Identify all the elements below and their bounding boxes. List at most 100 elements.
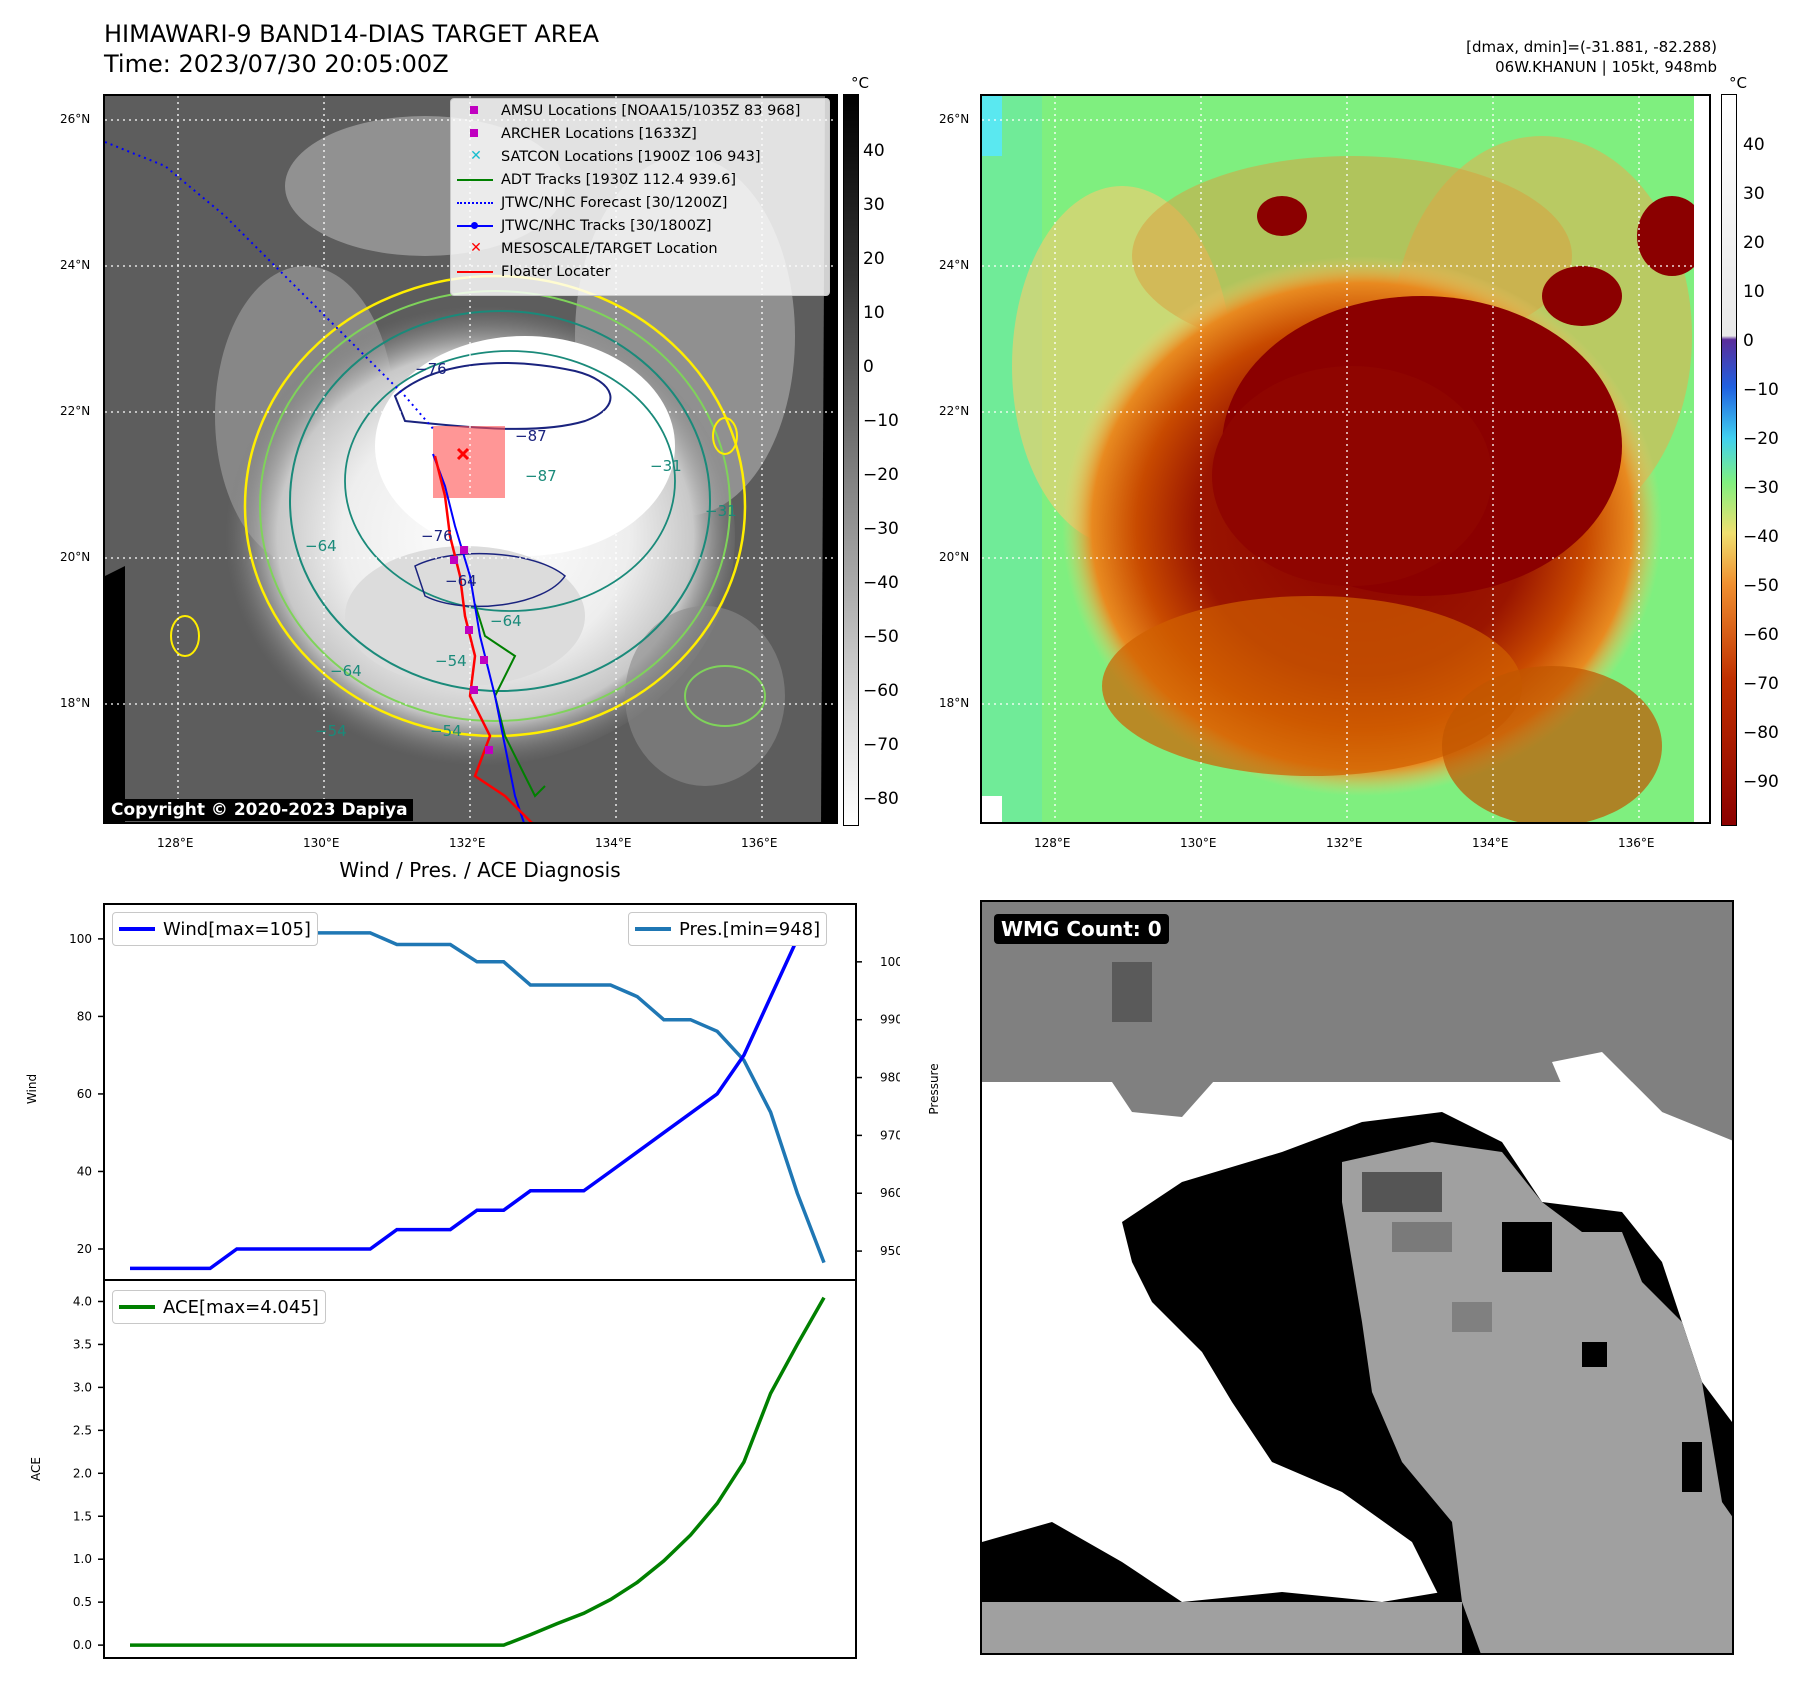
wind-axis-label: Wind — [25, 1073, 39, 1105]
contour-label: −64 — [305, 537, 337, 555]
colorbar-tick: 0 — [1743, 331, 1754, 351]
dmax-dmin-label: [dmax, dmin]=(-31.881, -82.288) — [1466, 38, 1717, 56]
wmg-count-label: WMG Count: 0 — [994, 914, 1169, 944]
steelblue-line-icon — [635, 927, 671, 931]
cyan-x-icon: ✕ — [470, 148, 482, 164]
tick-label: 960 — [880, 1186, 900, 1200]
contour-label: −64 — [445, 572, 477, 590]
legend-item-archer: ARCHER Locations [1633Z] — [451, 122, 829, 145]
lon-label: 134°E — [595, 836, 632, 850]
colorbar-tick: −80 — [1743, 723, 1779, 743]
lon-label: 132°E — [449, 836, 486, 850]
legend-item-forecast: JTWC/NHC Forecast [30/1200Z] — [451, 191, 829, 214]
legend-label: Floater Locater — [501, 263, 611, 280]
legend-label: JTWC/NHC Tracks [30/1800Z] — [501, 217, 712, 234]
lon-label: 128°E — [1034, 836, 1071, 850]
legend-label: AMSU Locations [NOAA15/1035Z 83 968] — [501, 102, 801, 119]
colorbar-tick: −40 — [1743, 527, 1779, 547]
green-line-icon — [119, 1305, 155, 1309]
tick-label: 980 — [880, 1071, 900, 1085]
colorbar-tick: 0 — [863, 357, 874, 377]
ir-color-image — [982, 96, 1709, 822]
contour-label: −64 — [490, 612, 522, 630]
storm-info-label: 06W.KHANUN | 105kt, 948mb — [1495, 58, 1717, 76]
green-line-icon — [451, 168, 501, 191]
tick-label: 0.0 — [73, 1638, 92, 1652]
ace-legend: ACE[max=4.045] — [112, 1290, 326, 1324]
tick-label: 990 — [880, 1013, 900, 1027]
lon-label: 130°E — [1180, 836, 1217, 850]
tick-label: 4.0 — [73, 1294, 92, 1308]
colorbar-tick: 30 — [863, 195, 885, 215]
lat-label: 18°N — [60, 696, 91, 710]
colorbar-tick: −20 — [863, 465, 899, 485]
contour-label: −54 — [315, 722, 347, 740]
blue-dotted-line-icon — [451, 191, 501, 214]
colorbar-tick: −90 — [1743, 772, 1779, 792]
lon-label: 132°E — [1326, 836, 1363, 850]
blue-line-dot-icon — [451, 214, 501, 237]
tick-label: 3.0 — [73, 1380, 92, 1394]
blue-line-icon — [119, 927, 155, 931]
legend-label: MESOSCALE/TARGET Location — [501, 240, 718, 257]
colorbar-tick: 40 — [863, 141, 885, 161]
legend-label: JTWC/NHC Forecast [30/1200Z] — [501, 194, 728, 211]
legend-label: SATCON Locations [1900Z 106 943] — [501, 148, 761, 165]
figure-title-line1: HIMAWARI-9 BAND14-DIAS TARGET AREA — [104, 20, 600, 48]
lon-label: 136°E — [1618, 836, 1655, 850]
figure-title-line2: Time: 2023/07/30 20:05:00Z — [104, 50, 449, 78]
tick-label: 1.5 — [73, 1509, 92, 1523]
ace-legend-label: ACE[max=4.045] — [163, 1296, 319, 1318]
series-line — [130, 918, 826, 1271]
legend-label: ARCHER Locations [1633Z] — [501, 125, 697, 142]
lat-label: 22°N — [60, 404, 91, 418]
wind-legend-label: Wind[max=105] — [163, 918, 311, 940]
colorbar-tick: 20 — [1743, 233, 1765, 253]
lon-label: 134°E — [1472, 836, 1509, 850]
lat-label: 24°N — [60, 258, 91, 272]
lon-label: 130°E — [303, 836, 340, 850]
color-colorbar — [1721, 94, 1737, 826]
pressure-legend: Pres.[min=948] — [628, 912, 828, 946]
colorbar-tick: 20 — [863, 249, 885, 269]
gray-colorbar-ticks: 40 30 20 10 0 −10 −20 −30 −40 −50 −60 −7… — [863, 94, 923, 824]
ace-axis-label: ACE — [29, 1457, 43, 1481]
tick-label: 2.0 — [73, 1466, 92, 1480]
magenta-square-icon — [451, 122, 501, 145]
diagnosis-title: Wind / Pres. / ACE Diagnosis — [339, 858, 621, 882]
tick-label: 80 — [77, 1009, 92, 1023]
colorbar-unit: °C — [851, 74, 869, 92]
magenta-square-icon — [451, 99, 501, 122]
contour-label: −31 — [705, 502, 737, 520]
wind-legend: Wind[max=105] — [112, 912, 318, 946]
pres-legend-label: Pres.[min=948] — [679, 918, 821, 940]
tick-label: 970 — [880, 1128, 900, 1142]
tick-label: 2.5 — [73, 1423, 92, 1437]
contour-label: −54 — [430, 722, 462, 740]
colorbar-tick: −70 — [1743, 674, 1779, 694]
tick-label: 100 — [69, 932, 92, 946]
colorbar-tick: −40 — [863, 573, 899, 593]
tick-label: 1.0 — [73, 1552, 92, 1566]
contour-label: −54 — [435, 652, 467, 670]
colorbar-tick: −30 — [863, 519, 899, 539]
legend-item-amsu: AMSU Locations [NOAA15/1035Z 83 968] — [451, 99, 829, 122]
colorbar-tick: 10 — [863, 303, 885, 323]
colorbar-tick: −10 — [863, 411, 899, 431]
colorbar-tick: 10 — [1743, 282, 1765, 302]
lat-label: 24°N — [939, 258, 970, 272]
colorbar-tick: −10 — [1743, 380, 1779, 400]
lat-label: 20°N — [939, 550, 970, 564]
legend-item-floater: Floater Locater — [451, 260, 829, 283]
lat-label: 20°N — [60, 550, 91, 564]
lat-label: 22°N — [939, 404, 970, 418]
contour-label: −76 — [421, 527, 453, 545]
lat-label: 18°N — [939, 696, 970, 710]
colorbar-unit-right: °C — [1729, 74, 1747, 92]
colorbar-tick: −70 — [863, 735, 899, 755]
tick-label: 20 — [77, 1242, 92, 1256]
red-line-icon — [451, 260, 501, 283]
colorbar-tick: −50 — [1743, 576, 1779, 596]
contour-label: −87 — [515, 427, 547, 445]
